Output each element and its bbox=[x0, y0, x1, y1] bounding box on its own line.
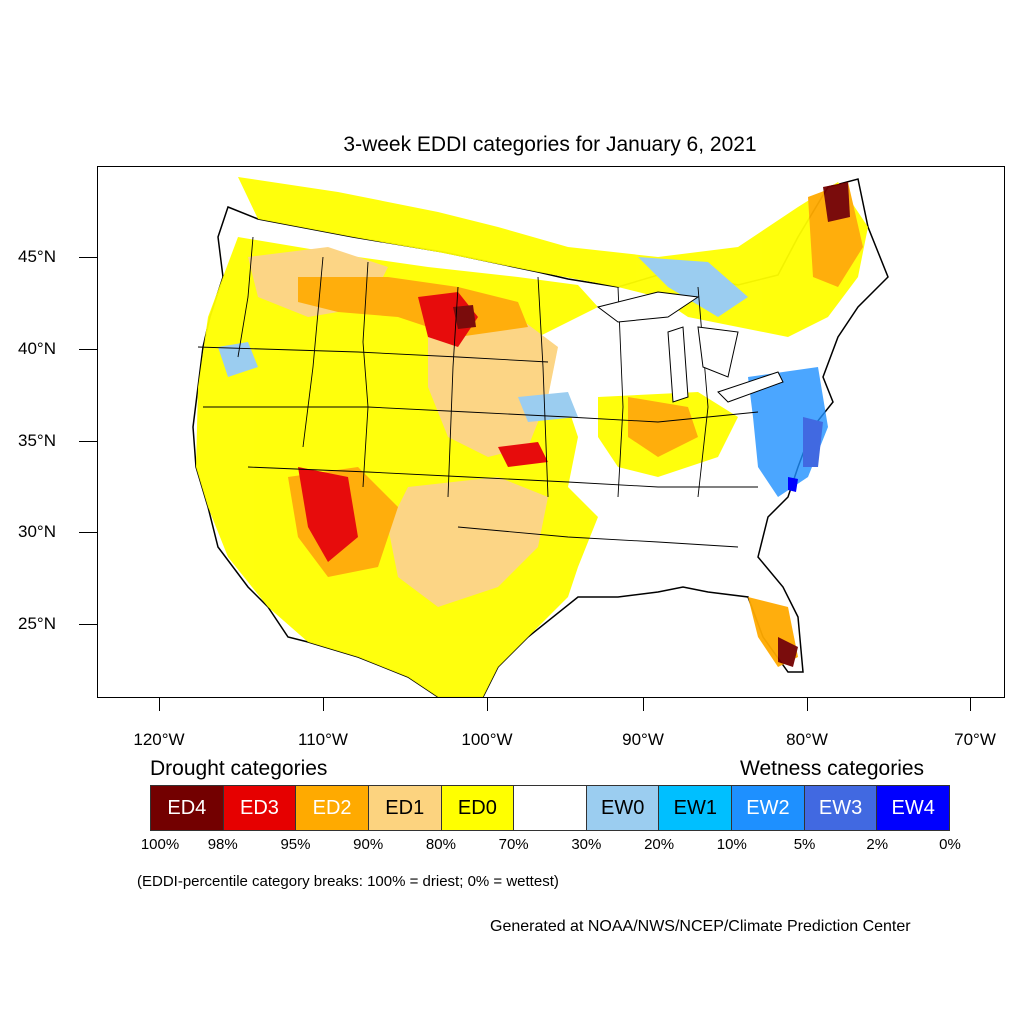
break-label: 100% bbox=[140, 836, 180, 853]
lat-label-40: 40°N bbox=[18, 339, 56, 358]
ed2-ohio bbox=[628, 397, 698, 457]
lat-label-45: 45°N bbox=[18, 247, 56, 266]
lon-tick-120 bbox=[159, 697, 160, 711]
ew2-virginia bbox=[803, 417, 823, 467]
lake-superior bbox=[596, 291, 700, 323]
wetness-heading: Wetness categories bbox=[740, 757, 925, 780]
lon-tick-80 bbox=[807, 697, 808, 711]
great-lakes bbox=[596, 291, 784, 403]
lon-label-120: 120°W bbox=[133, 730, 185, 749]
drought-heading: Drought categories bbox=[150, 757, 328, 780]
lon-tick-70 bbox=[970, 697, 971, 711]
legend-cell-neutral bbox=[514, 786, 587, 830]
map-title: 3-week EDDI categories for January 6, 20… bbox=[343, 133, 757, 156]
ew0-west bbox=[218, 342, 258, 377]
legend-bar: ED4 ED3 ED2 ED1 ED0 EW0 EW1 EW2 EW3 EW4 bbox=[150, 785, 950, 831]
break-label: 10% bbox=[716, 836, 747, 853]
ed4-dakotas bbox=[453, 305, 476, 329]
ed4-florida bbox=[778, 637, 798, 667]
lon-label-80: 80°W bbox=[786, 730, 828, 749]
lon-label-110: 110°W bbox=[298, 730, 348, 749]
lat-tick-25 bbox=[79, 624, 97, 625]
legend-cell-ew2: EW2 bbox=[732, 786, 805, 830]
legend-cell-ed0: ED0 bbox=[441, 786, 515, 830]
lat-label-25: 25°N bbox=[18, 614, 56, 633]
lat-tick-30 bbox=[79, 532, 97, 533]
ed3-kansas bbox=[498, 442, 548, 467]
wetness-shading bbox=[218, 257, 828, 497]
ed4-maine bbox=[823, 182, 850, 222]
map-frame bbox=[97, 166, 1005, 698]
lat-label-35: 35°N bbox=[18, 431, 56, 450]
category-note: (EDDI-percentile category breaks: 100% =… bbox=[137, 873, 559, 890]
lake-erie bbox=[717, 371, 784, 403]
legend-cell-ew3: EW3 bbox=[804, 786, 878, 830]
break-label: 95% bbox=[280, 836, 311, 853]
lon-tick-110 bbox=[323, 697, 324, 711]
break-label: 30% bbox=[571, 836, 602, 853]
lon-tick-100 bbox=[487, 697, 488, 711]
ed3-arizona bbox=[298, 467, 358, 562]
break-label: 90% bbox=[353, 836, 384, 853]
ew0-midwest bbox=[518, 392, 578, 422]
break-label: 5% bbox=[793, 836, 816, 853]
lat-tick-40 bbox=[79, 349, 97, 350]
lon-label-90: 90°W bbox=[622, 730, 664, 749]
ed1-central bbox=[428, 317, 558, 457]
legend-cell-ed3: ED3 bbox=[223, 786, 297, 830]
break-label: 2% bbox=[866, 836, 889, 853]
ew4-carolina bbox=[788, 477, 798, 492]
break-label: 70% bbox=[498, 836, 529, 853]
break-label: 80% bbox=[425, 836, 456, 853]
lon-label-70: 70°W bbox=[954, 730, 996, 749]
legend-cell-ew0: EW0 bbox=[586, 786, 660, 830]
lat-tick-45 bbox=[79, 257, 97, 258]
break-label: 98% bbox=[207, 836, 238, 853]
lon-label-100: 100°W bbox=[461, 730, 513, 749]
legend-cell-ed4: ED4 bbox=[151, 786, 224, 830]
ed3-dakotas bbox=[418, 292, 478, 347]
lat-label-30: 30°N bbox=[18, 522, 56, 541]
lake-michigan bbox=[667, 326, 689, 403]
break-label: 0% bbox=[939, 836, 961, 853]
lat-tick-35 bbox=[79, 441, 97, 442]
ew0-lakes bbox=[638, 257, 748, 317]
legend-cell-ed2: ED2 bbox=[296, 786, 369, 830]
break-label: 20% bbox=[644, 836, 675, 853]
eddi-map bbox=[192, 177, 889, 697]
credit-line: Generated at NOAA/NWS/NCEP/Climate Predi… bbox=[490, 918, 911, 935]
legend-cell-ew4: EW4 bbox=[877, 786, 950, 830]
legend-cell-ew1: EW1 bbox=[659, 786, 733, 830]
lon-tick-90 bbox=[643, 697, 644, 711]
lake-huron bbox=[697, 326, 739, 378]
legend-cell-ed1: ED1 bbox=[368, 786, 442, 830]
ed1-plains bbox=[388, 477, 548, 607]
